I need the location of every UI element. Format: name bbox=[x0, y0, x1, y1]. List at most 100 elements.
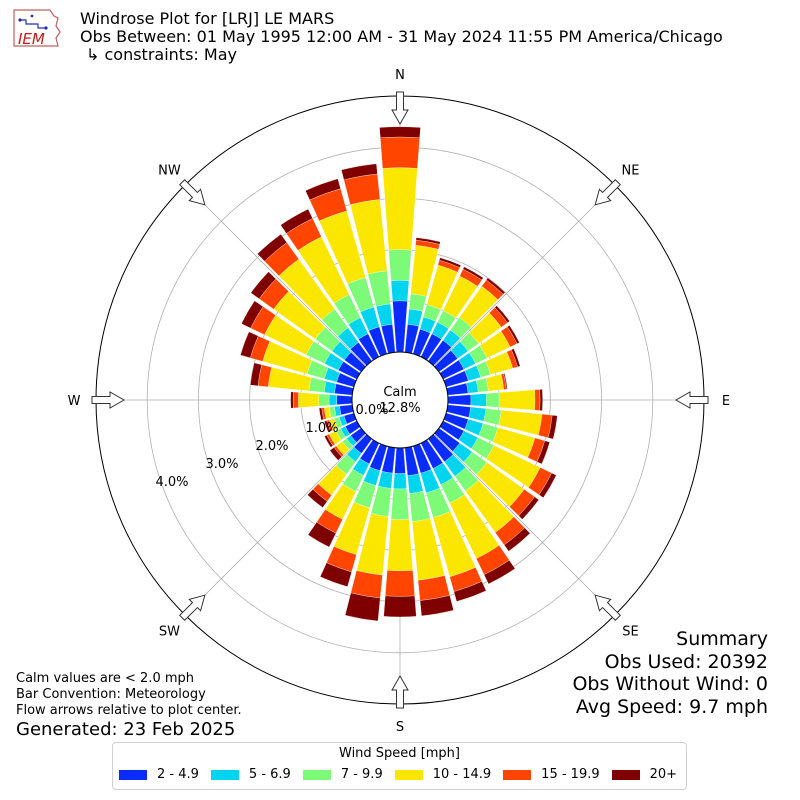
bar-segment bbox=[257, 233, 288, 262]
legend-label: 5 - 6.9 bbox=[248, 767, 291, 782]
bar-segment bbox=[324, 420, 331, 433]
bar-segment bbox=[318, 407, 324, 421]
bar-segment bbox=[280, 208, 313, 234]
bar-segment bbox=[377, 471, 393, 489]
convention-note: Bar Convention: Meteorology bbox=[16, 687, 206, 702]
bar-segment bbox=[328, 394, 337, 406]
bar-segment bbox=[407, 308, 423, 327]
bar-segment bbox=[292, 391, 299, 409]
compass-arrow-icon bbox=[594, 594, 621, 621]
compass-label: W bbox=[68, 394, 81, 409]
grid-spoke bbox=[433, 184, 616, 367]
bar-segment bbox=[383, 595, 417, 618]
legend-label: 15 - 19.9 bbox=[541, 767, 600, 782]
bar-segment bbox=[394, 447, 406, 474]
radial-tick-label: 2.0% bbox=[255, 439, 288, 454]
legend-swatch bbox=[302, 769, 331, 780]
bar-segment bbox=[320, 562, 352, 587]
bar-segment bbox=[305, 178, 341, 201]
bar-segment bbox=[336, 395, 353, 405]
legend-swatch bbox=[119, 769, 147, 780]
compass-label: NE bbox=[622, 163, 640, 178]
bar-segment bbox=[498, 389, 536, 411]
bar-segment bbox=[503, 527, 531, 552]
bar-segment bbox=[308, 377, 327, 393]
bar-segment bbox=[250, 362, 262, 386]
bar-segment bbox=[385, 570, 415, 597]
compass-arrow-icon bbox=[91, 391, 126, 409]
bar-segment bbox=[240, 331, 259, 359]
legend-items: 2 - 4.9 5 - 6.9 7 - 9.9 10 - 14.9 15 - 19.9 2… bbox=[119, 767, 689, 782]
legend-item: 2 - 4.9 bbox=[119, 767, 199, 782]
bar-segment bbox=[379, 126, 421, 138]
bar-segment bbox=[538, 472, 557, 498]
summary-obs-without-wind: Obs Without Wind: 0 bbox=[572, 673, 768, 695]
bar-segment bbox=[539, 389, 543, 411]
bar-segment bbox=[298, 392, 320, 408]
bar-segment bbox=[241, 300, 264, 329]
bar-segment bbox=[393, 473, 407, 490]
bar-segment bbox=[447, 394, 472, 406]
legend-swatch bbox=[503, 769, 532, 780]
legend-item: 5 - 6.9 bbox=[210, 767, 291, 782]
legend-item: 10 - 14.9 bbox=[394, 767, 492, 782]
bar-segment bbox=[507, 325, 520, 344]
bar-segment bbox=[407, 473, 424, 494]
radial-tick-label: 0.0% bbox=[355, 403, 388, 418]
bar-segment bbox=[466, 380, 479, 394]
bar-segment bbox=[439, 257, 462, 268]
constraints-label: ↳ constraints: May bbox=[86, 45, 237, 64]
compass-label: N bbox=[395, 68, 405, 83]
bar-segment bbox=[380, 136, 420, 169]
summary-panel: Summary Obs Used: 20392 Obs Without Wind… bbox=[572, 628, 768, 718]
bar-segment bbox=[344, 592, 381, 622]
bar-segment bbox=[390, 280, 410, 302]
compass-label: NW bbox=[158, 163, 181, 178]
legend-item: 15 - 19.9 bbox=[503, 767, 600, 782]
compass-label: E bbox=[722, 394, 730, 409]
bar-segment bbox=[339, 404, 354, 416]
radial-tick-label: 3.0% bbox=[205, 457, 238, 472]
bar-segment bbox=[290, 391, 294, 409]
legend-item: 20+ bbox=[611, 767, 677, 782]
compass-label: S bbox=[396, 720, 404, 735]
generated-date: Generated: 23 Feb 2025 bbox=[16, 719, 236, 740]
bar-segment bbox=[486, 374, 504, 392]
legend-swatch bbox=[394, 769, 423, 780]
bar-segment bbox=[462, 266, 484, 281]
radial-tick-label: 4.0% bbox=[155, 475, 188, 490]
compass-arrow-icon bbox=[179, 594, 206, 621]
bar-segment bbox=[419, 595, 454, 617]
bar-segment bbox=[392, 300, 408, 353]
summary-avg-speed: Avg Speed: 9.7 mph bbox=[575, 695, 768, 718]
legend-label: 2 - 4.9 bbox=[157, 767, 199, 782]
summary-title: Summary bbox=[676, 628, 768, 650]
logo-text: IEM bbox=[18, 30, 45, 48]
speed-legend: Wind Speed [mph] 2 - 4.9 5 - 6.9 7 - 9.9 10… bbox=[112, 742, 687, 790]
legend-swatch bbox=[210, 769, 239, 780]
bar-segment bbox=[408, 293, 427, 312]
flow-note: Flow arrows relative to plot center. bbox=[16, 703, 242, 718]
calm-circle bbox=[351, 351, 449, 449]
bar-segment bbox=[548, 415, 558, 440]
bar-segment bbox=[470, 393, 487, 407]
bar-segment bbox=[483, 408, 502, 426]
bar-segment bbox=[415, 237, 441, 245]
compass-arrow-icon bbox=[594, 179, 621, 206]
legend-item: 7 - 9.9 bbox=[302, 767, 383, 782]
bars-group bbox=[240, 126, 558, 622]
bar-segment bbox=[387, 519, 413, 572]
legend-label: 10 - 14.9 bbox=[432, 767, 492, 782]
bar-segment bbox=[518, 496, 539, 520]
calm-label: Calm bbox=[383, 385, 416, 400]
grid-spoke bbox=[433, 433, 616, 616]
grid-spoke bbox=[184, 433, 367, 616]
compass-arrow-icon bbox=[179, 179, 206, 206]
legend-title: Wind Speed [mph] bbox=[339, 746, 460, 761]
compass-label: SE bbox=[622, 625, 638, 640]
legend-swatch bbox=[611, 769, 640, 780]
compass-label: SW bbox=[159, 625, 180, 640]
calm-percent: 12.8% bbox=[379, 401, 420, 416]
bar-segment bbox=[250, 271, 277, 300]
bar-segment bbox=[503, 373, 508, 390]
